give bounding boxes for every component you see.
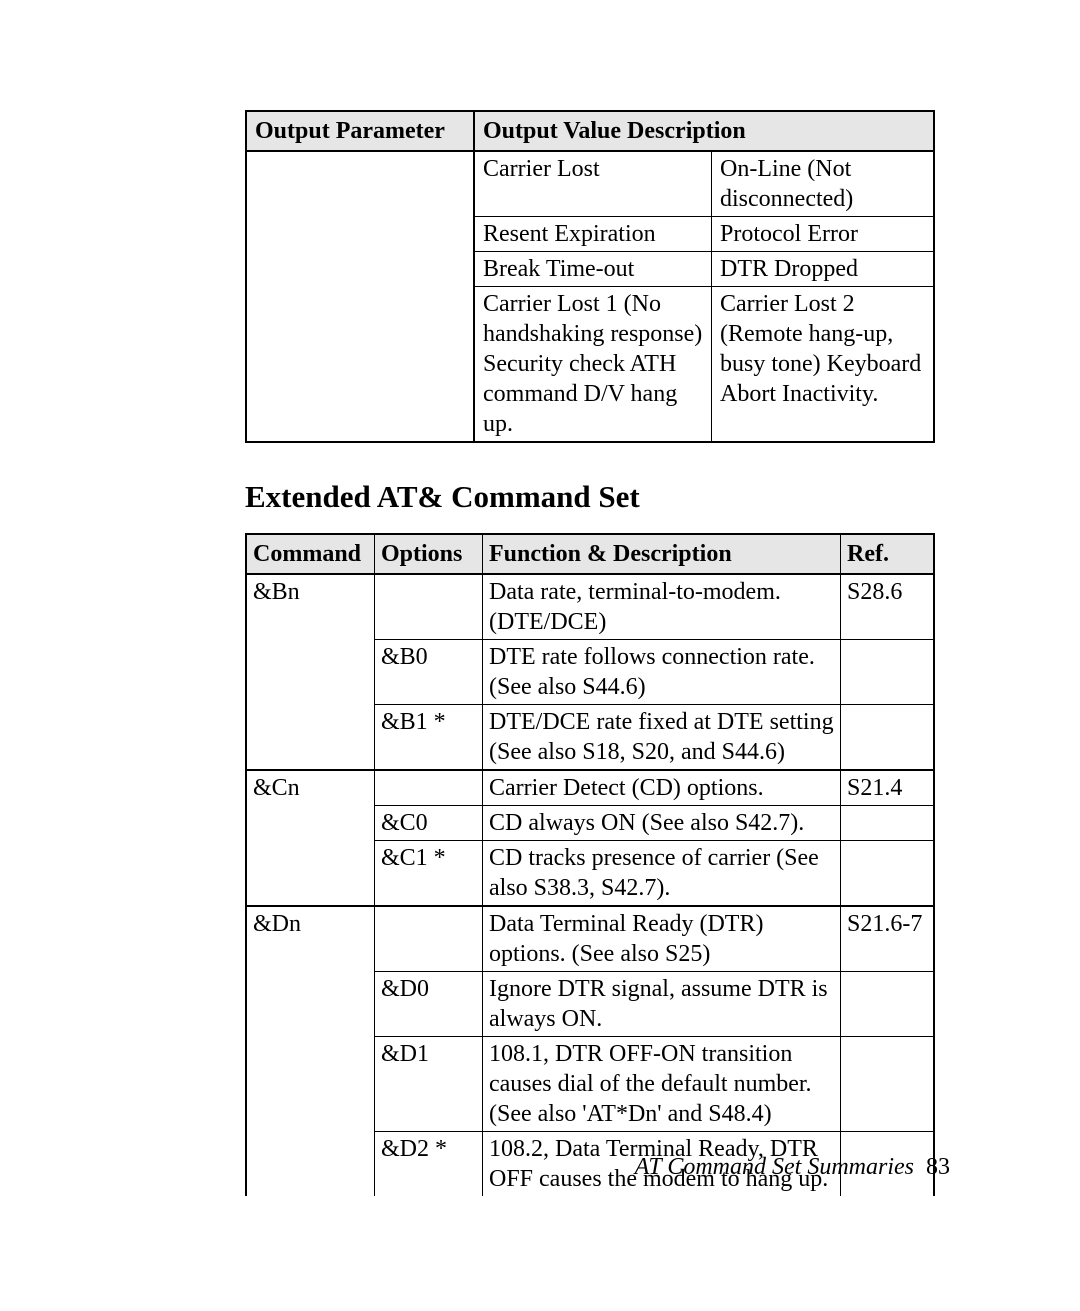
- t2-description-cell: CD always ON (See also S42.7).: [483, 806, 841, 841]
- t2-ref-cell: S21.4: [841, 770, 935, 806]
- t1-header-desc: Output Value Description: [474, 111, 934, 151]
- t2-ref-cell: [841, 1037, 935, 1132]
- t1-header-param: Output Parameter: [246, 111, 474, 151]
- t2-ref-cell: [841, 640, 935, 705]
- t2-description-cell: Carrier Detect (CD) options.: [483, 770, 841, 806]
- t1-param-cell: [246, 217, 474, 252]
- extended-at-command-table: Command Options Function & Description R…: [245, 533, 935, 1196]
- t2-command-cell: [246, 1037, 375, 1132]
- t2-option-cell: &D1: [375, 1037, 483, 1132]
- t2-option-cell: &C0: [375, 806, 483, 841]
- t2-option-cell: [375, 574, 483, 640]
- t2-command-cell: &Bn: [246, 574, 375, 640]
- t2-command-cell: [246, 841, 375, 907]
- t2-header-ref: Ref.: [841, 534, 935, 574]
- footer-text: AT Command Set Summaries: [635, 1154, 914, 1180]
- t1-value-right: Carrier Lost 2 (Remote hang-up, busy ton…: [712, 287, 935, 443]
- t2-command-cell: [246, 806, 375, 841]
- t2-option-cell: &D0: [375, 972, 483, 1037]
- t2-option-cell: &D2 *: [375, 1132, 483, 1197]
- t2-description-cell: CD tracks presence of carrier (See also …: [483, 841, 841, 907]
- t2-ref-cell: [841, 806, 935, 841]
- t2-header-options: Options: [375, 534, 483, 574]
- t2-command-cell: &Dn: [246, 906, 375, 972]
- t2-ref-cell: S21.6-7: [841, 906, 935, 972]
- t2-header-description: Function & Description: [483, 534, 841, 574]
- t2-ref-cell: [841, 972, 935, 1037]
- output-parameter-table: Output Parameter Output Value Descriptio…: [245, 110, 935, 443]
- t1-value-left: Break Time-out: [474, 252, 712, 287]
- t2-option-cell: [375, 906, 483, 972]
- t1-value-right: Protocol Error: [712, 217, 935, 252]
- t1-param-cell: [246, 151, 474, 217]
- t1-param-cell: [246, 252, 474, 287]
- t1-value-left: Carrier Lost 1 (No handshaking response)…: [474, 287, 712, 443]
- t2-command-cell: [246, 640, 375, 705]
- t2-command-cell: [246, 705, 375, 771]
- t2-ref-cell: [841, 705, 935, 771]
- t1-value-right: On-Line (Not disconnected): [712, 151, 935, 217]
- t1-param-cell: [246, 287, 474, 443]
- t2-description-cell: Data Terminal Ready (DTR) options. (See …: [483, 906, 841, 972]
- footer-page-number: 83: [926, 1154, 950, 1180]
- t2-command-cell: [246, 972, 375, 1037]
- t1-value-right: DTR Dropped: [712, 252, 935, 287]
- t2-ref-cell: S28.6: [841, 574, 935, 640]
- t2-description-cell: DTE rate follows connection rate. (See a…: [483, 640, 841, 705]
- t2-ref-cell: [841, 841, 935, 907]
- section-heading: Extended AT& Command Set: [245, 479, 935, 515]
- page-footer: AT Command Set Summaries 83: [635, 1154, 950, 1181]
- t2-description-cell: DTE/DCE rate fixed at DTE setting (See a…: [483, 705, 841, 771]
- t2-command-cell: &Cn: [246, 770, 375, 806]
- t2-description-cell: Data rate, terminal-to-modem. (DTE/DCE): [483, 574, 841, 640]
- t2-option-cell: [375, 770, 483, 806]
- t2-option-cell: &B0: [375, 640, 483, 705]
- t2-command-cell: [246, 1132, 375, 1197]
- t1-value-left: Resent Expiration: [474, 217, 712, 252]
- t2-option-cell: &B1 *: [375, 705, 483, 771]
- t2-description-cell: Ignore DTR signal, assume DTR is always …: [483, 972, 841, 1037]
- t2-option-cell: &C1 *: [375, 841, 483, 907]
- t2-header-command: Command: [246, 534, 375, 574]
- t1-value-left: Carrier Lost: [474, 151, 712, 217]
- t2-description-cell: 108.1, DTR OFF-ON transition causes dial…: [483, 1037, 841, 1132]
